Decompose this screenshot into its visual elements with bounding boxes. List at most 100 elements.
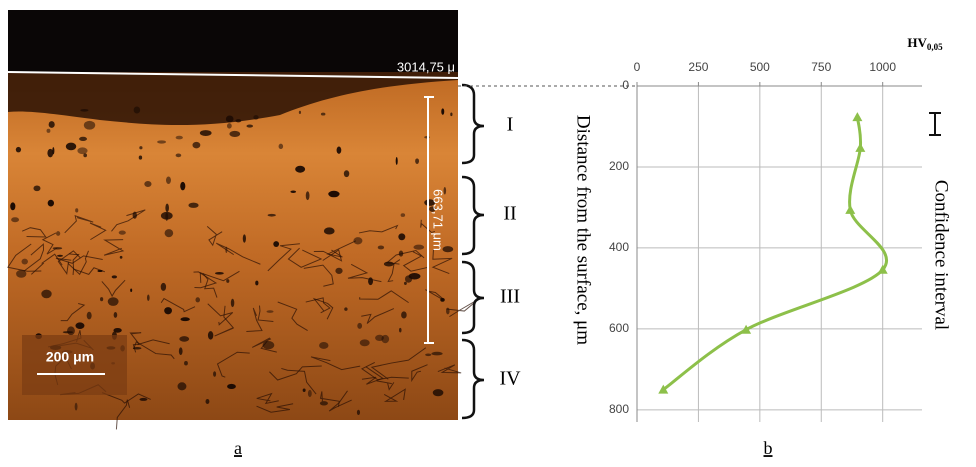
pore (213, 371, 216, 376)
scale-box (22, 335, 127, 395)
pore (425, 353, 431, 356)
pore (328, 191, 339, 197)
pore (157, 140, 166, 143)
pore (134, 106, 141, 113)
panel-label: b (764, 438, 773, 458)
pore (357, 410, 360, 415)
y-axis-title: Distance from the surface, μm (573, 115, 594, 345)
legend-symbol (929, 113, 941, 135)
y-tick-label: 200 (609, 159, 629, 173)
y-tick-label: 0 (622, 78, 629, 92)
pore (176, 153, 182, 157)
pore (165, 204, 169, 212)
pore (396, 157, 398, 165)
pore (235, 119, 241, 122)
pore (450, 113, 452, 117)
pore (10, 202, 15, 210)
pore (79, 137, 87, 141)
pore (119, 230, 126, 234)
pore (401, 213, 405, 217)
pore (84, 121, 95, 130)
pore (263, 341, 275, 349)
pore (415, 158, 419, 164)
y-tick-label: 800 (609, 402, 629, 416)
pore (180, 317, 189, 321)
pore (133, 347, 142, 350)
pore (308, 390, 312, 397)
pore (47, 129, 51, 133)
pore (139, 398, 147, 401)
pore (384, 262, 394, 267)
pore (53, 247, 63, 249)
pore (295, 166, 305, 173)
pore (357, 323, 362, 329)
pore (176, 136, 183, 140)
pore (33, 185, 40, 191)
pore (144, 181, 151, 187)
series-line (663, 117, 886, 389)
pore (268, 214, 276, 217)
y-tick-label: 600 (609, 321, 629, 335)
pore (243, 234, 246, 242)
pore (67, 326, 75, 335)
pore (226, 279, 229, 283)
pore (161, 283, 166, 291)
pore (215, 272, 224, 275)
pore (446, 308, 450, 315)
y-tick-label: 400 (609, 240, 629, 254)
pore (378, 246, 384, 250)
pore (399, 250, 403, 256)
pore (120, 256, 123, 259)
pore (226, 115, 234, 122)
micrograph: 3014,75 μ 663,71 μm 200 μm a (8, 10, 478, 458)
pore (75, 403, 78, 411)
pore (80, 109, 88, 112)
pore (321, 113, 325, 116)
pore (246, 124, 253, 127)
pore (431, 352, 442, 356)
width-label: 3014,75 μ (397, 59, 455, 74)
pore (178, 382, 187, 390)
pore (398, 233, 405, 240)
pore (147, 295, 150, 301)
pore (179, 347, 183, 355)
pore (97, 270, 102, 272)
pore (441, 108, 444, 114)
pore (165, 213, 168, 221)
pore (184, 361, 188, 365)
pore (303, 389, 306, 392)
pore (319, 342, 328, 349)
pore (409, 273, 421, 279)
pore (267, 310, 274, 313)
pore (63, 331, 74, 333)
pore (22, 259, 28, 265)
pore (381, 335, 389, 343)
pore (433, 389, 444, 396)
pore (344, 307, 347, 311)
pore (11, 217, 19, 222)
x-tick-label: 1000 (869, 60, 896, 74)
pore (401, 311, 407, 318)
pore (75, 322, 84, 329)
pore (399, 328, 402, 333)
depth-label: 663,71 μm (431, 189, 446, 251)
pore (324, 227, 335, 234)
pore (112, 275, 117, 278)
pore (165, 229, 174, 237)
pore (49, 121, 55, 128)
pore (100, 297, 103, 301)
pore (180, 182, 185, 190)
pore (188, 203, 198, 208)
data-point (845, 205, 855, 214)
pore (179, 336, 189, 342)
scale-bar-label: 200 μm (46, 349, 94, 365)
zone-braces (462, 85, 484, 418)
pore (255, 281, 258, 286)
pore (253, 115, 258, 120)
pore (440, 298, 444, 302)
x-axis-title: HV0,05 (907, 35, 943, 52)
pore (337, 147, 342, 154)
pore (108, 297, 119, 306)
pore (200, 130, 212, 136)
zone-label: III (500, 286, 520, 308)
